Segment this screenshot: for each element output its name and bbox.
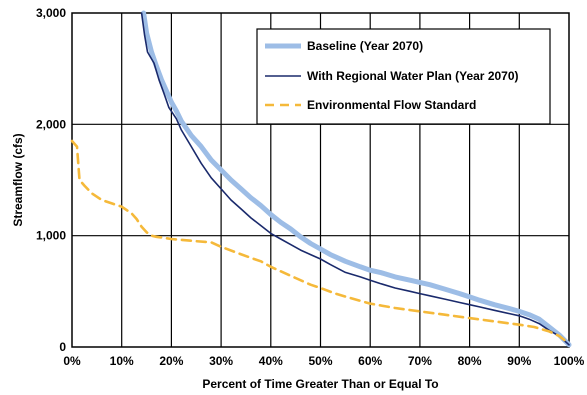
y-tick-label: 3,000: [36, 6, 66, 20]
y-tick-label: 1,000: [36, 229, 66, 243]
series-line: [70, 139, 571, 345]
y-tick-labels: 0 1,000 2,000 3,000: [36, 6, 66, 354]
x-tick-label: 100%: [554, 354, 585, 368]
x-axis-title: Percent of Time Greater Than or Equal To: [202, 377, 438, 391]
y-tick-label: 0: [59, 340, 66, 354]
x-tick-label: 50%: [308, 354, 332, 368]
series-line: [140, 12, 570, 346]
legend-label: Environmental Flow Standard: [307, 98, 476, 112]
x-tick-label: 90%: [507, 354, 531, 368]
legend-box: [256, 28, 551, 125]
series-layer: [70, 10, 572, 348]
legend-label: With Regional Water Plan (Year 2070): [307, 69, 519, 83]
x-tick-label: 60%: [358, 354, 382, 368]
x-tick-label: 80%: [458, 354, 482, 368]
x-tick-label: 10%: [110, 354, 134, 368]
x-tick-label: 70%: [408, 354, 432, 368]
x-tick-label: 40%: [259, 354, 283, 368]
x-tick-label: 30%: [209, 354, 233, 368]
legend-label: Baseline (Year 2070): [307, 39, 423, 53]
series-line: [141, 10, 572, 348]
y-axis-title: Streamflow (cfs): [11, 133, 25, 226]
legend: Baseline (Year 2070) With Regional Water …: [256, 28, 551, 125]
x-tick-label: 20%: [159, 354, 183, 368]
y-tick-label: 2,000: [36, 117, 66, 131]
x-tick-label: 0%: [63, 354, 81, 368]
x-tick-labels: 0% 10% 20% 30% 40% 50% 60% 70% 80% 90% 100%: [63, 354, 584, 368]
